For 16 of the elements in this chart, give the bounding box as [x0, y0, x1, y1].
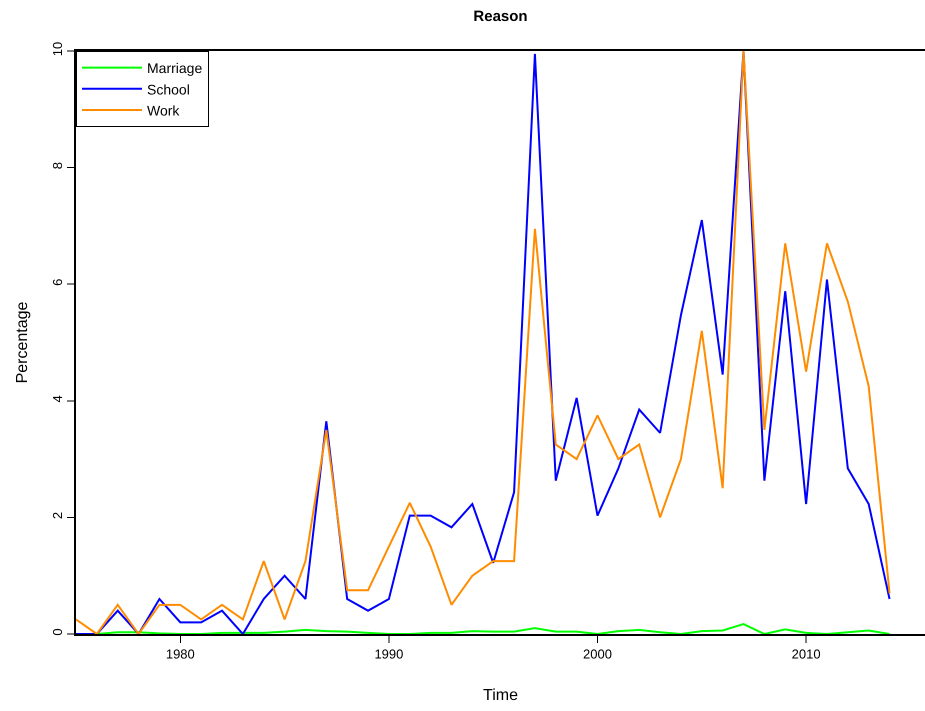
y-tick-label: 10	[50, 42, 65, 56]
x-axis-title: Time	[483, 686, 518, 704]
x-tick-label: 1980	[166, 646, 195, 662]
y-axis-title: Percentage	[14, 301, 32, 384]
y-tick-label: 4	[50, 395, 65, 402]
chart-title: Reason	[473, 8, 528, 26]
y-tick-label: 6	[50, 278, 65, 286]
x-tick-label: 1990	[374, 646, 404, 662]
x-tick-label: 2000	[583, 646, 612, 662]
y-tick-label: 8	[50, 162, 65, 170]
legend-label: Marriage	[147, 60, 202, 76]
legend-label: School	[147, 81, 190, 98]
y-tick-label: 2	[50, 512, 65, 520]
x-tick-label: 2010	[792, 646, 821, 662]
legend-label: Work	[147, 102, 180, 118]
y-tick-label: 0	[50, 628, 65, 636]
